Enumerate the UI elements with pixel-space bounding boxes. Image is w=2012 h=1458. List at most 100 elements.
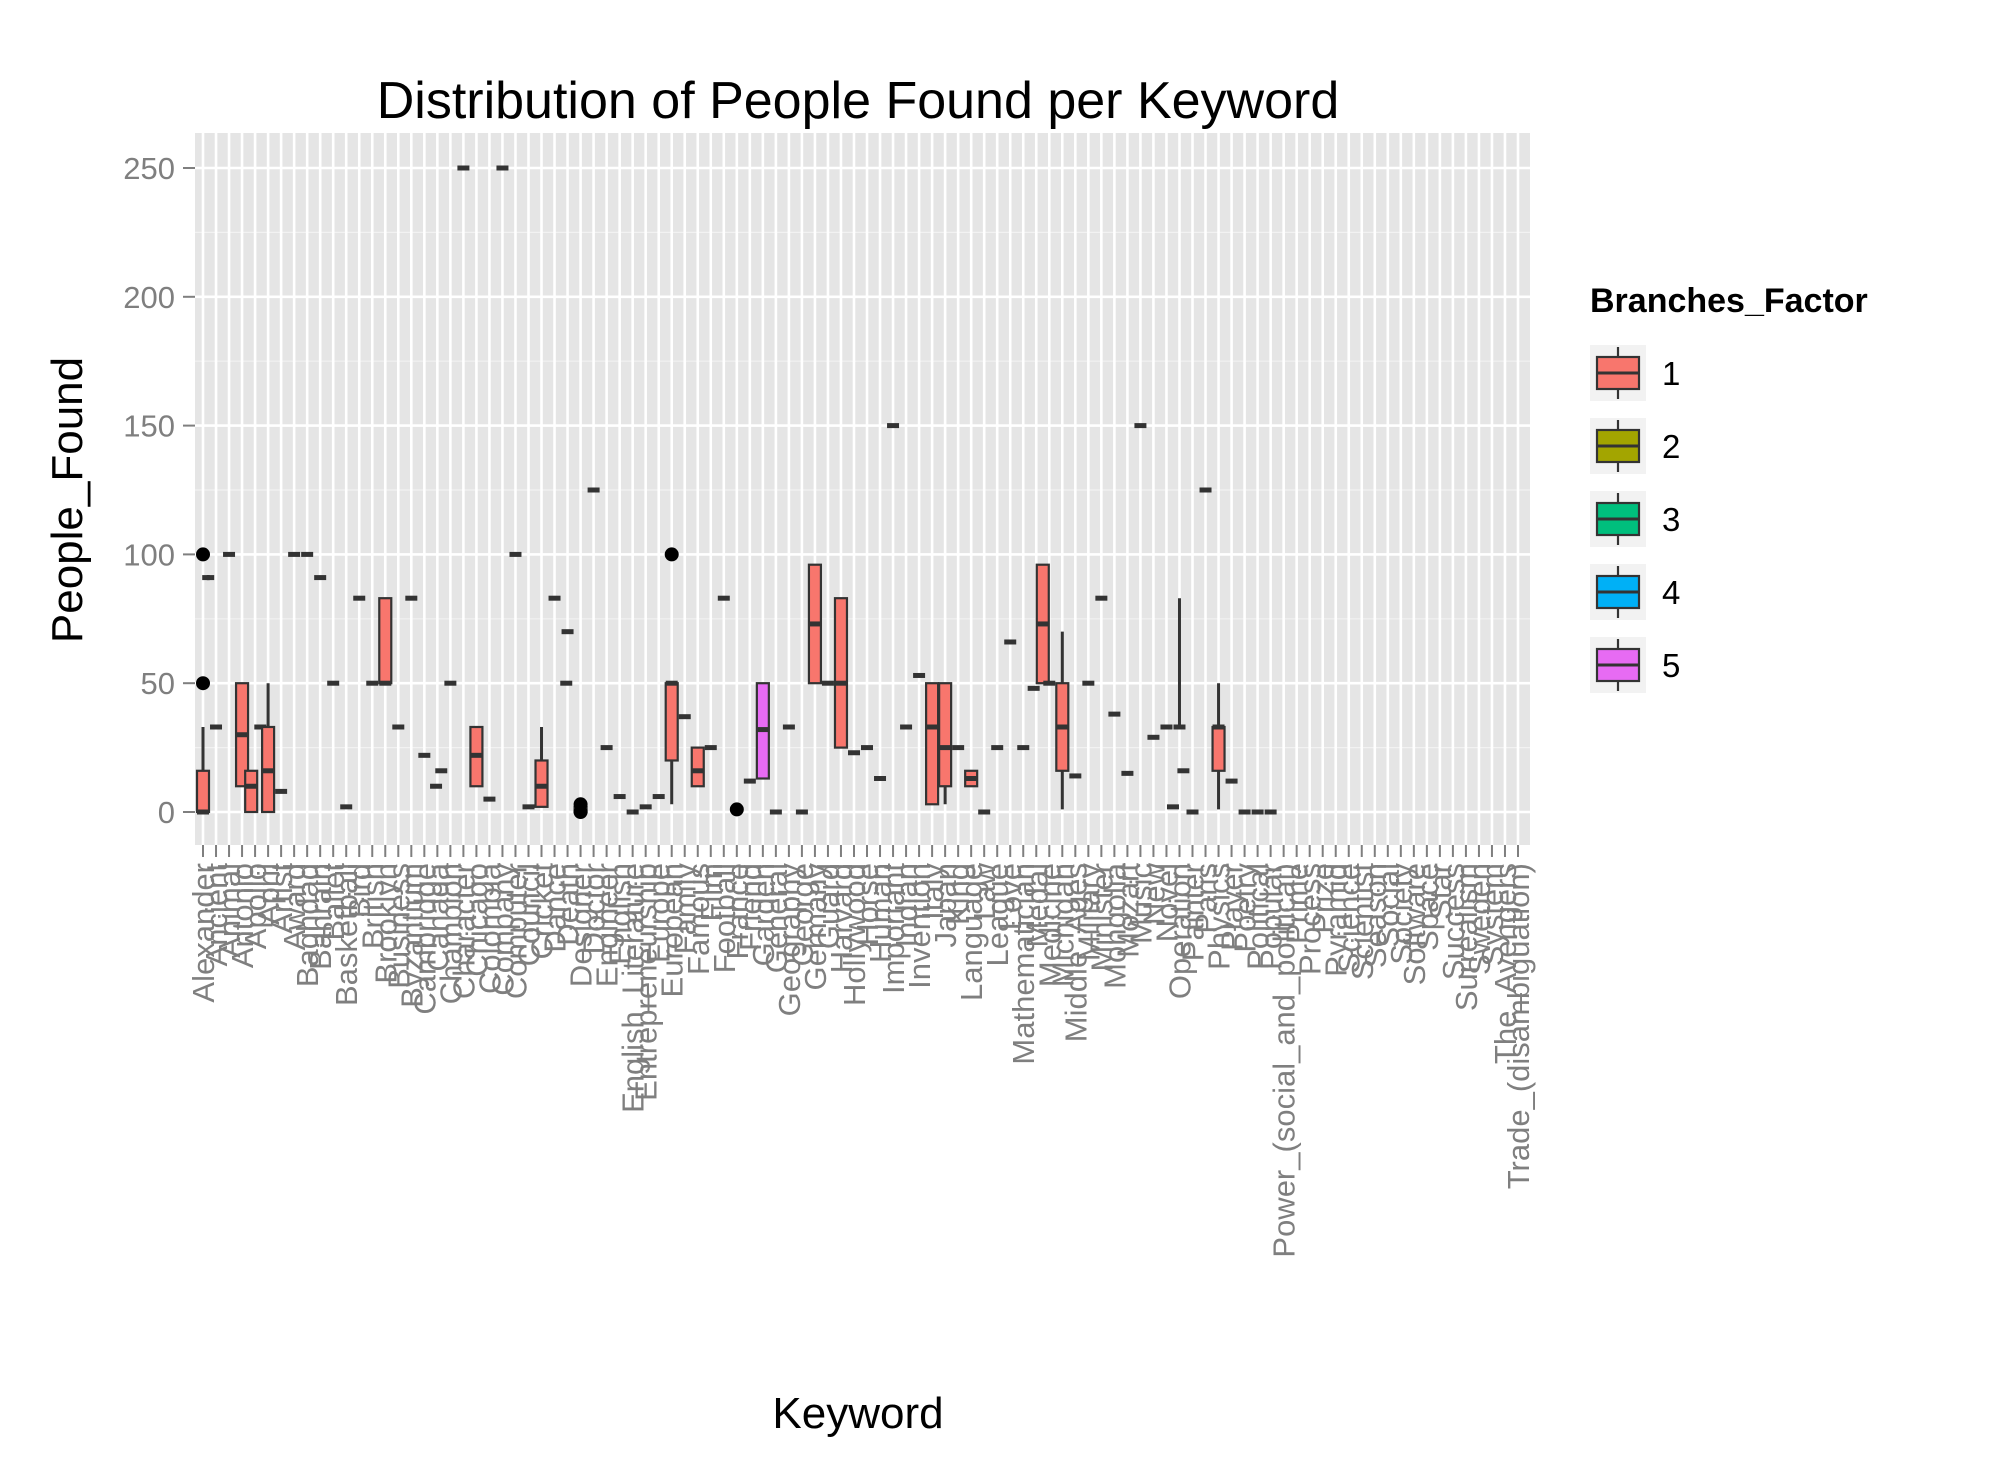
- x-tick-label: Painter: [1176, 863, 1211, 961]
- x-tick-label: System: [1475, 863, 1510, 966]
- x-tick-label: Death: [551, 863, 586, 946]
- x-tick-label: Minister: [1084, 863, 1119, 972]
- boxplot-1: [938, 682, 953, 805]
- outlier-point: [664, 547, 679, 562]
- outlier-point: [196, 676, 210, 691]
- x-tick-label: Mozart: [1110, 863, 1145, 958]
- box: [534, 759, 549, 808]
- x-tick-label: Cricket: [525, 863, 560, 960]
- x-tick-label: British: [355, 863, 390, 949]
- x-tick-label: Doctor: [577, 863, 612, 954]
- x-tick-label: Horse: [850, 863, 885, 946]
- x-tick-label: Medicine: [1032, 863, 1067, 987]
- x-tick-label: Language: [954, 863, 989, 1001]
- y-tick-label: 250: [123, 151, 175, 186]
- plot-panel: [195, 133, 1530, 845]
- x-tick-label: Chicago: [459, 863, 494, 977]
- x-tick-label: Operation: [1162, 863, 1197, 999]
- box: [244, 769, 259, 814]
- plot-area: 0 50 100 150 200 250 AlexanderAncientAnimalAnt…: [123, 133, 1536, 1258]
- x-tick-label: Character: [446, 863, 481, 999]
- x-tick-label: Sweden: [1462, 863, 1497, 975]
- legend-item-4: 4: [1590, 564, 1680, 620]
- boxplot-1: [1211, 683, 1226, 810]
- x-tick-label: Software: [1397, 863, 1432, 985]
- legend-item-5: 5: [1590, 637, 1680, 693]
- y-tick-label: 150: [123, 409, 175, 444]
- boxplot-1: [244, 769, 259, 814]
- x-tick-label: April: [251, 863, 286, 925]
- x-tick-label: Popular: [1254, 863, 1289, 970]
- box: [195, 769, 211, 814]
- x-tick-label: Geography: [772, 863, 807, 1017]
- x-tick-label: Germany: [798, 863, 833, 991]
- x-tick-label: Family: [668, 863, 703, 955]
- x-tick-label: General: [759, 863, 794, 973]
- x-tick-label: Friend: [733, 863, 768, 951]
- boxplot-1: [664, 547, 679, 805]
- x-tick-label: League: [980, 863, 1015, 966]
- boxplot-1: [469, 725, 484, 788]
- boxplot-1: [729, 802, 744, 817]
- x-tick-label: Power_(social_and_political): [1267, 863, 1302, 1258]
- x-tick-label: Company: [485, 863, 520, 996]
- x-tick-label: Star: [1423, 863, 1458, 920]
- boxplot-1: [807, 563, 823, 685]
- outlier-point: [729, 802, 744, 817]
- x-tick-label: Bird: [342, 863, 377, 918]
- boxplot-1: [1055, 631, 1070, 810]
- x-tick-label: Animal: [212, 863, 247, 958]
- legend-label: 5: [1662, 647, 1680, 684]
- boxplot-1: [202, 575, 215, 581]
- x-tick-label: Entrepreneurship: [629, 863, 664, 1101]
- boxplot-1: [378, 597, 393, 686]
- y-tick-label: 0: [158, 795, 175, 830]
- outlier-point: [196, 547, 210, 562]
- x-tick-label: Pyramid: [1319, 863, 1354, 977]
- legend-label: 4: [1662, 574, 1680, 611]
- boxplot-1: [534, 726, 549, 808]
- boxplot-5: [755, 682, 770, 780]
- x-tick-label: Important: [876, 863, 911, 994]
- boxplot-1: [573, 797, 588, 819]
- x-tick-label: English_Literature: [616, 863, 651, 1113]
- x-tick-label: Football: [707, 863, 742, 973]
- legend-title: Branches_Factor: [1590, 282, 1868, 320]
- legend-label: 1: [1662, 355, 1680, 392]
- x-tick-label: Cambridge: [407, 863, 442, 1015]
- outlier-point: [573, 797, 588, 812]
- box: [925, 682, 940, 806]
- legend-item-1: 1: [1590, 345, 1680, 401]
- x-tick-label: George: [785, 863, 820, 966]
- x-tick-label: Surrealism: [1449, 863, 1484, 1011]
- x-tick-label: Middle_Ages: [1058, 863, 1093, 1042]
- x-tick-label: Prime: [1280, 863, 1315, 944]
- x-tick-label: France: [720, 863, 755, 959]
- x-tick-label: Society: [1384, 863, 1419, 965]
- x-tick-label: Brooklyn: [368, 863, 403, 984]
- x-tick-label: Military: [1071, 863, 1106, 962]
- x-tick-label: Computer: [498, 863, 533, 999]
- x-tick-label: Basketball: [329, 863, 364, 1006]
- x-tick-label: English: [603, 863, 638, 965]
- boxplot-1: [964, 769, 979, 788]
- box: [690, 746, 705, 788]
- boxplot-1: [234, 682, 250, 788]
- x-tick-label: Champion: [433, 863, 468, 1004]
- x-tick-label: The_Avengers: [1488, 863, 1523, 1064]
- x-tick-label: Italy: [915, 863, 950, 920]
- box: [378, 597, 393, 685]
- boxplot-1: [195, 547, 211, 815]
- y-tick-label: 200: [123, 280, 175, 315]
- chart-title: Distribution of People Found per Keyword: [377, 72, 1340, 130]
- box: [833, 597, 849, 749]
- x-tick-label: Human: [863, 863, 898, 963]
- x-tick-label: Scientist: [1345, 863, 1380, 981]
- x-tick-label: Player: [1215, 863, 1250, 951]
- x-tick-label: Europe: [642, 863, 677, 963]
- x-tick-label: Mathematician: [1006, 863, 1041, 1065]
- x-tick-label: Paris: [1189, 863, 1224, 934]
- x-axis-label: Keyword: [772, 1389, 943, 1438]
- boxplot-1: [1173, 598, 1186, 730]
